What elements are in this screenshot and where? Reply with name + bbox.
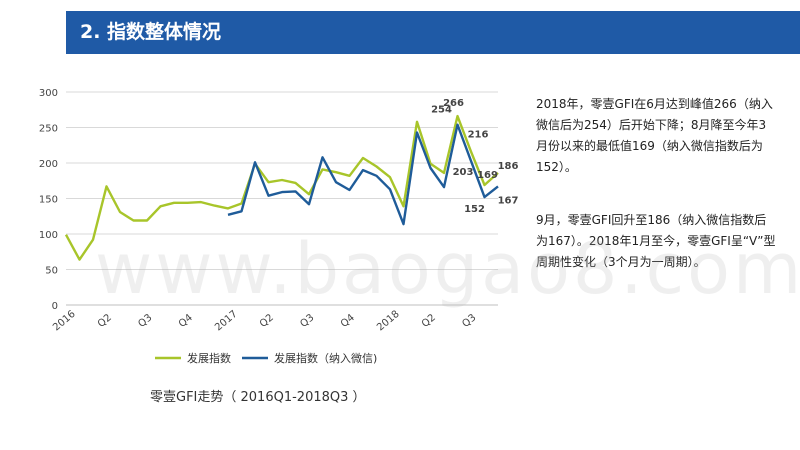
y-tick-label: 200 — [39, 159, 58, 170]
x-tick-label: Q4 — [177, 312, 195, 330]
x-tick-label: 2018 — [375, 309, 402, 334]
legend-label-development-index-wechat: 发展指数（纳入微信) — [274, 351, 377, 365]
data-label: 186 — [498, 161, 519, 172]
x-tick-label: Q2 — [258, 312, 276, 330]
header-bar: 2. 指数整体情况 — [66, 11, 800, 54]
series-line-development-index-wechat — [227, 123, 499, 226]
y-tick-label: 50 — [45, 266, 58, 277]
series-line-development-index — [64, 114, 499, 261]
y-tick-label: 100 — [39, 230, 58, 241]
commentary-paragraph-1: 2018年，零壹GFI在6月达到峰值266（纳入微信后为254）后开始下降；8月… — [536, 97, 773, 174]
gfi-line-chart: 0 50 100 150 200 250 300 2016 Q2 Q3 Q4 2017 Q2 Q3 Q4 20… — [39, 88, 519, 365]
data-label: 167 — [498, 195, 519, 206]
x-tick-label: Q3 — [136, 312, 154, 330]
data-label: 203 — [453, 167, 474, 178]
x-tick-label: 2017 — [213, 309, 240, 334]
x-tick-label: Q3 — [460, 312, 478, 330]
x-tick-label: Q3 — [298, 312, 316, 330]
page-title: 2. 指数整体情况 — [80, 21, 222, 43]
chart-caption: 零壹GFI走势（ 2016Q1-2018Q3 ） — [150, 390, 366, 405]
data-label: 254 — [431, 105, 452, 116]
commentary-paragraph-2: 9月，零壹GFI回升至186（纳入微信指数后为167）。2018年1月至今，零壹… — [536, 213, 776, 269]
data-label: 216 — [468, 130, 489, 141]
x-tick-label: Q2 — [420, 312, 438, 330]
x-tick-label: Q2 — [96, 312, 114, 330]
data-label: 169 — [477, 170, 498, 181]
y-tick-label: 300 — [39, 88, 58, 99]
y-tick-label: 0 — [52, 301, 58, 312]
x-tick-label: Q4 — [339, 312, 357, 330]
y-tick-label: 250 — [39, 124, 58, 135]
data-label: 266 — [443, 98, 464, 109]
legend-label-development-index: 发展指数 — [187, 351, 231, 365]
y-tick-label: 150 — [39, 195, 58, 206]
data-label: 152 — [464, 204, 485, 215]
x-tick-label: 2016 — [51, 309, 78, 334]
